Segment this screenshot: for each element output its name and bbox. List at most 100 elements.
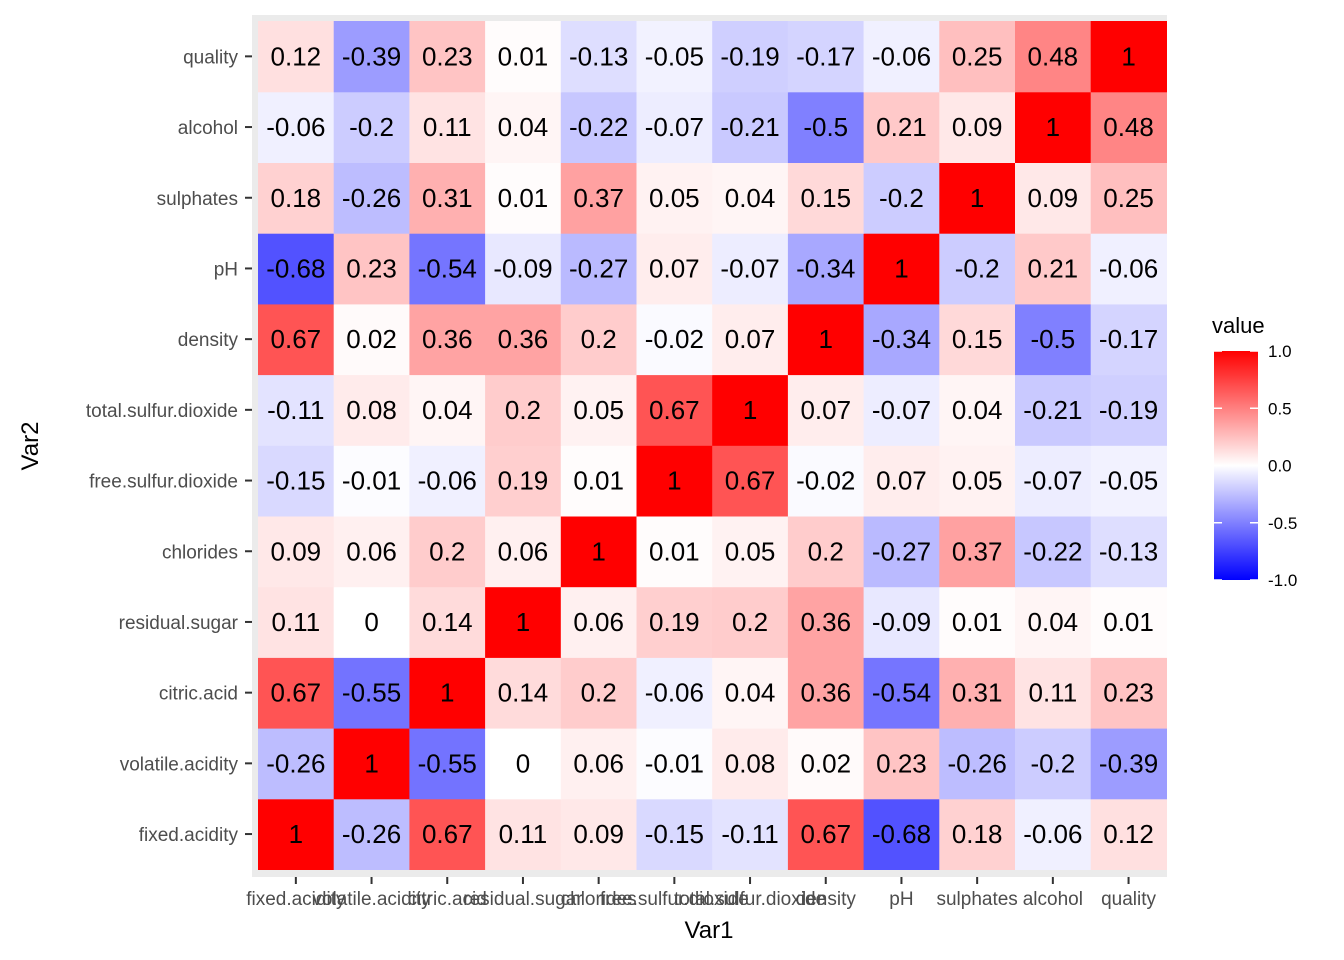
y-tick-label: alcohol bbox=[178, 118, 238, 139]
cell-value-label: 0.08 bbox=[346, 395, 397, 425]
heatmap-cell bbox=[636, 233, 713, 305]
cell-value-label: -0.06 bbox=[418, 466, 477, 496]
heatmap-cell bbox=[863, 445, 940, 517]
x-tick-label: free.sulfur.dioxide bbox=[600, 889, 749, 910]
heatmap-cell bbox=[939, 91, 1016, 163]
cell-value-label: 0.48 bbox=[1028, 41, 1079, 71]
legend-tick-label: -1.0 bbox=[1268, 571, 1297, 590]
cell-value-label: 0.04 bbox=[725, 678, 776, 708]
cell-value-label: 0.23 bbox=[1103, 678, 1154, 708]
cell-value-label: 0.09 bbox=[952, 112, 1003, 142]
cell-value-label: 0.05 bbox=[952, 466, 1003, 496]
heatmap-cell bbox=[409, 445, 486, 517]
cell-value-label: 0.01 bbox=[649, 536, 700, 566]
heatmap-cell bbox=[333, 303, 410, 376]
cell-value-label: 0.05 bbox=[725, 536, 776, 566]
y-tick-label: residual.sugar bbox=[119, 613, 239, 634]
cell-value-label: -0.02 bbox=[645, 324, 704, 354]
heatmap-cell bbox=[333, 162, 410, 234]
heatmap-cell bbox=[485, 657, 562, 729]
heatmap-cell bbox=[1015, 586, 1092, 658]
heatmap-cell bbox=[712, 586, 789, 658]
legend-tick-label: -0.5 bbox=[1268, 514, 1297, 533]
cell-value-label: 0.14 bbox=[498, 678, 549, 708]
y-tick-label: total.sulfur.dioxide bbox=[86, 401, 238, 422]
cell-value-label: 1 bbox=[1121, 41, 1135, 71]
heatmap-cell bbox=[712, 445, 789, 517]
cell-value-label: -0.5 bbox=[1030, 324, 1075, 354]
heatmap-cell bbox=[485, 374, 562, 446]
heatmap-cell bbox=[485, 303, 562, 376]
cell-value-label: -0.2 bbox=[879, 183, 924, 213]
cell-value-label: -0.2 bbox=[1030, 748, 1075, 778]
cell-value-label: 0.23 bbox=[876, 748, 927, 778]
heatmap-cell bbox=[863, 728, 940, 800]
heatmap-cell bbox=[636, 91, 713, 163]
cell-value-label: 0.09 bbox=[1028, 183, 1079, 213]
cell-value-label: 1 bbox=[364, 748, 378, 778]
heatmap-cell bbox=[409, 91, 486, 163]
cell-value-label: -0.55 bbox=[418, 748, 477, 778]
heatmap-cell bbox=[333, 586, 410, 658]
heatmap-cell bbox=[712, 162, 789, 234]
heatmap-cell bbox=[636, 162, 713, 234]
heatmap-cell bbox=[560, 586, 638, 658]
cell-value-label: 0.01 bbox=[952, 607, 1003, 637]
cell-value-label: -0.21 bbox=[1023, 395, 1082, 425]
cell-value-label: -0.39 bbox=[342, 41, 401, 71]
heatmap-cell bbox=[485, 445, 562, 517]
heatmap-cell bbox=[712, 515, 789, 588]
y-tick-label: volatile.acidity bbox=[120, 754, 239, 775]
heatmap-cell bbox=[258, 303, 335, 376]
cell-value-label: 0.18 bbox=[952, 819, 1003, 849]
y-tick-label: chlorides bbox=[162, 542, 238, 563]
cell-value-label: 0.01 bbox=[498, 183, 549, 213]
cell-value-label: -0.54 bbox=[872, 678, 931, 708]
cell-value-label: 0.01 bbox=[1103, 607, 1154, 637]
cell-value-label: -0.17 bbox=[1099, 324, 1158, 354]
heatmap-cell bbox=[787, 374, 865, 446]
y-tick-label: quality bbox=[183, 47, 238, 68]
cell-value-label: 0.67 bbox=[422, 819, 473, 849]
cell-value-label: 0.36 bbox=[498, 324, 549, 354]
heatmap-cell bbox=[939, 21, 1016, 93]
heatmap-cell bbox=[787, 515, 865, 588]
cell-value-label: 1 bbox=[743, 395, 757, 425]
heatmap-cells bbox=[258, 21, 1167, 870]
cell-value-label: -0.05 bbox=[1099, 466, 1158, 496]
heatmap-cell bbox=[485, 21, 562, 93]
heatmap-cell bbox=[409, 798, 486, 870]
cell-value-label: 0.12 bbox=[271, 41, 322, 71]
cell-value-label: 0.07 bbox=[800, 395, 851, 425]
heatmap-cell bbox=[1015, 162, 1092, 234]
legend-tick-label: 0.5 bbox=[1268, 399, 1292, 418]
heatmap-cell bbox=[560, 515, 638, 588]
heatmap-cell bbox=[712, 728, 789, 800]
cell-value-label: 1 bbox=[516, 607, 530, 637]
heatmap-cell bbox=[1015, 91, 1092, 163]
cell-value-label: 0.06 bbox=[346, 536, 397, 566]
cell-value-label: 0.21 bbox=[1028, 253, 1079, 283]
heatmap-cell bbox=[787, 798, 865, 870]
cell-value-label: -0.26 bbox=[342, 819, 401, 849]
cell-value-label: 0.11 bbox=[423, 112, 472, 142]
cell-value-label: 0.2 bbox=[505, 395, 541, 425]
cell-value-label: 1 bbox=[819, 324, 833, 354]
cell-value-label: 0.04 bbox=[422, 395, 473, 425]
cell-value-label: 0.2 bbox=[581, 678, 617, 708]
cell-value-label: -0.15 bbox=[266, 466, 325, 496]
heatmap-cell bbox=[636, 303, 713, 376]
heatmap-cell bbox=[409, 515, 486, 588]
heatmap-cell bbox=[787, 233, 865, 305]
cell-value-label: 0.31 bbox=[952, 678, 1003, 708]
heatmap-cell bbox=[636, 445, 713, 517]
heatmap-cell bbox=[863, 303, 940, 376]
cell-value-label: 0 bbox=[516, 748, 530, 778]
cell-value-label: 1 bbox=[440, 678, 454, 708]
heatmap-cell bbox=[1090, 91, 1167, 163]
x-tick-label: quality bbox=[1101, 889, 1156, 910]
x-tick-label: citric.acid bbox=[408, 889, 487, 910]
heatmap-cell bbox=[1015, 515, 1092, 588]
cell-value-label: -0.22 bbox=[1023, 536, 1082, 566]
heatmap-cell bbox=[409, 162, 486, 234]
